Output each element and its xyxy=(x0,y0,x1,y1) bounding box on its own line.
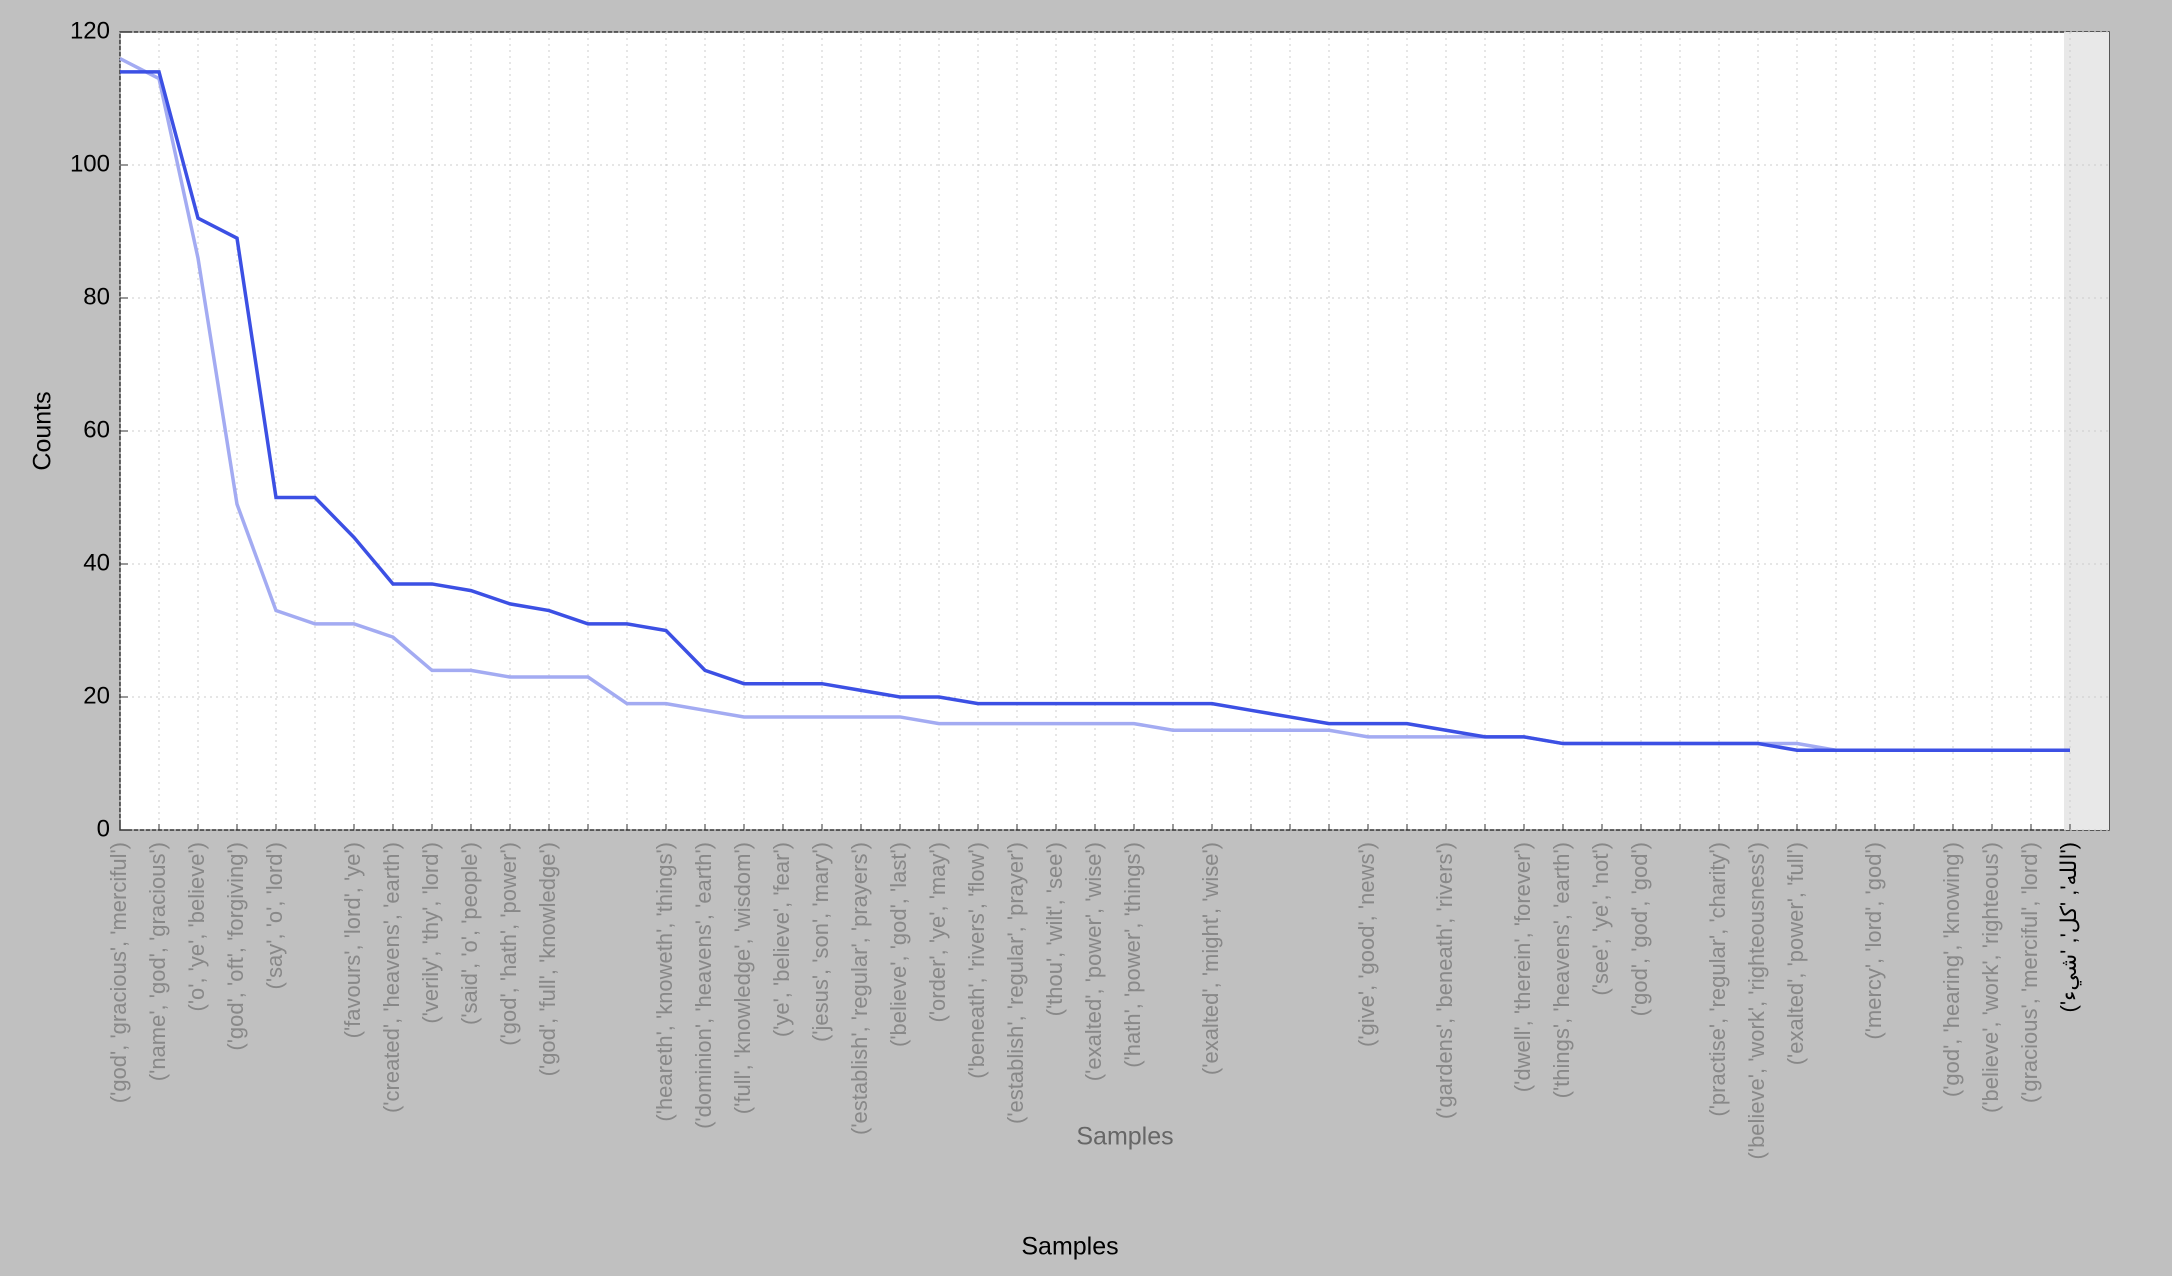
x-tick-label: ('give', 'good', 'news') xyxy=(1354,842,1379,1047)
x-tick-label: ('practise', 'regular', 'charity') xyxy=(1705,842,1730,1117)
inner-x-axis-label: Samples xyxy=(1076,1123,1173,1151)
x-tick-label: ('believe', 'work', 'righteous') xyxy=(1978,842,2003,1113)
x-tick-label: ('gardens', 'beneath', 'rivers') xyxy=(1432,842,1457,1119)
plot-area xyxy=(119,31,2110,831)
x-tick-label: ('ye', 'believe', 'fear') xyxy=(769,842,794,1037)
x-tick-label: ('favours', 'lord', 'ye') xyxy=(340,842,365,1038)
y-tick-label: 100 xyxy=(70,150,110,177)
x-tick-label: ('things', 'heavens', 'earth') xyxy=(1549,842,1574,1098)
x-tick-label: ('exalted', 'power', 'wise') xyxy=(1081,842,1106,1081)
x-tick-label: ('الله', 'كل', 'شيء') xyxy=(2056,842,2082,1012)
x-tick-label: ('full', 'knowledge', 'wisdom') xyxy=(730,842,755,1114)
x-tick-label: ('god', 'oft', 'forgiving') xyxy=(223,842,248,1051)
x-tick-label: ('thou', 'wilt', 'see') xyxy=(1042,842,1067,1016)
x-axis-label: Samples xyxy=(1021,1233,1118,1261)
x-tick-label: ('establish', 'regular', 'prayers') xyxy=(847,842,872,1135)
x-tick-label: ('verily', 'thy', 'lord') xyxy=(418,842,443,1024)
x-tick-label: ('god', 'hath', 'power') xyxy=(496,842,521,1046)
x-tick-label: ('mercy', 'lord', 'god') xyxy=(1861,842,1886,1040)
x-tick-label: ('name', 'god', 'gracious') xyxy=(145,842,170,1081)
x-tick-label: ('o', 'ye', 'believe') xyxy=(184,842,209,1012)
x-tick-label: ('heareth', 'knoweth', 'things') xyxy=(652,842,677,1122)
x-tick-label: ('exalted', 'power', 'full') xyxy=(1783,842,1808,1065)
x-tick-label: ('god', 'hearing', 'knowing') xyxy=(1939,842,1964,1097)
x-tick-label: ('believe', 'work', 'righteousness') xyxy=(1744,842,1769,1159)
y-tick-label: 20 xyxy=(83,682,110,709)
x-tick-label: ('created', 'heavens', 'earth') xyxy=(379,842,404,1113)
x-tick-label: ('jesus', 'son', 'mary') xyxy=(808,842,833,1042)
x-tick-label: ('god', 'gracious', 'merciful') xyxy=(106,842,131,1103)
y-axis-label: Counts xyxy=(29,391,57,470)
y-tick-label: 0 xyxy=(97,815,110,842)
x-tick-label: ('dominion', 'heavens', 'earth') xyxy=(691,842,716,1129)
y-tick-label: 80 xyxy=(83,283,110,310)
x-tick-label: ('god', 'full', 'knowledge') xyxy=(535,842,560,1076)
x-tick-label: ('exalted', 'might', 'wise') xyxy=(1198,842,1223,1075)
y-tick-label: 120 xyxy=(70,17,110,44)
x-tick-label: ('dwell', 'therein', 'forever') xyxy=(1510,842,1535,1092)
x-tick-label: ('said', 'o', 'people') xyxy=(457,842,482,1025)
x-tick-label: ('see', 'ye', 'not') xyxy=(1588,842,1613,996)
y-tick-label: 40 xyxy=(83,549,110,576)
x-tick-label: ('beneath', 'rivers', 'flow') xyxy=(964,842,989,1079)
x-tick-label: ('establish', 'regular', 'prayer') xyxy=(1003,842,1028,1124)
x-tick-label: ('gracious', 'merciful', 'lord') xyxy=(2017,842,2042,1103)
x-tick-label: ('hath', 'power', 'things') xyxy=(1120,842,1145,1068)
x-tick-label: ('believe', 'god', 'last') xyxy=(886,842,911,1047)
y-tick-label: 60 xyxy=(83,416,110,443)
x-tick-label: ('god', 'god', 'god') xyxy=(1627,842,1652,1016)
x-tick-label: ('order', 'ye', 'may') xyxy=(925,842,950,1022)
series-line xyxy=(120,70,2070,752)
x-tick-label: ('say', 'o', 'lord') xyxy=(262,842,287,989)
